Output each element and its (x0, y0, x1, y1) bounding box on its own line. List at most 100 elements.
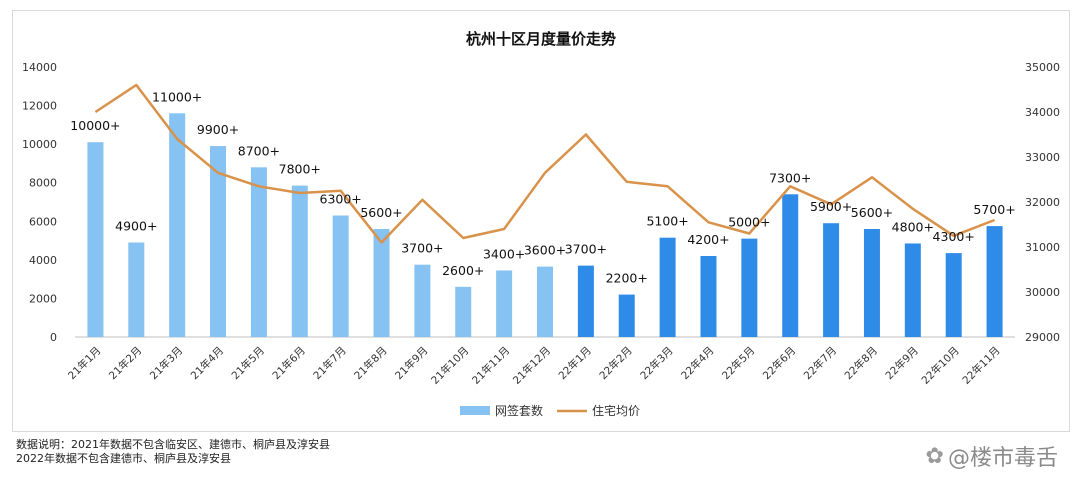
x-tick-labels: 21年1月 21年2月 21年3月 21年4月 21年5月 21年6月 21年7月 21年8月… (65, 344, 1002, 387)
right-tick-label: 29000 (1025, 331, 1060, 344)
left-tick-label: 6000 (29, 215, 57, 228)
bar (87, 142, 104, 337)
x-tick-label: 22年9月 (883, 344, 921, 382)
left-tick-label: 12000 (22, 100, 57, 113)
watermark: ✿ @楼市毒舌 (926, 440, 1058, 472)
x-tick-label: 22年3月 (638, 344, 676, 382)
line-series (94, 83, 996, 244)
bar-data-label: 5700+ (973, 202, 1015, 217)
x-tick-label: 22年6月 (760, 344, 798, 382)
bar-data-label: 3700+ (565, 242, 607, 257)
bar (823, 223, 840, 337)
bar-data-label: 5100+ (646, 214, 688, 229)
right-tick-label: 34000 (1025, 106, 1060, 119)
bar-data-label: 2600+ (442, 263, 484, 278)
x-tick-label: 22年1月 (556, 344, 594, 382)
chart-frame: 杭州十区月度量价走势 0 2000 4000 6000 8000 10000 12000 14… (12, 10, 1070, 432)
bar-data-label: 5600+ (851, 205, 893, 220)
x-tick-label: 22年11月 (960, 344, 1003, 387)
bar-data-label: 10000+ (70, 118, 120, 133)
x-tick-label: 22年8月 (842, 344, 880, 382)
x-tick-label: 21年7月 (311, 344, 349, 382)
right-axis: 29000 30000 31000 32000 33000 34000 35000 (1025, 61, 1060, 344)
data-note-2022: 2022年数据不包含建德市、桐庐县及淳安县 (16, 452, 231, 465)
x-tick-label: 21年4月 (188, 344, 226, 382)
x-tick-label: 21年6月 (270, 344, 308, 382)
bar-data-label: 5900+ (810, 199, 852, 214)
bar-data-label: 4300+ (933, 229, 975, 244)
x-tick-label: 22年5月 (719, 344, 757, 382)
bar-data-label: 3600+ (524, 243, 566, 258)
x-tick-label: 22年10月 (919, 344, 962, 387)
bar (373, 229, 390, 337)
x-tick-label: 22年2月 (597, 344, 635, 382)
bar-data-label: 3700+ (401, 241, 443, 256)
right-tick-label: 30000 (1025, 286, 1060, 299)
bar-data-label: 2200+ (606, 271, 648, 286)
bar-data-label: 8700+ (238, 143, 280, 158)
bar-data-label: 6300+ (320, 192, 362, 207)
left-tick-label: 14000 (22, 61, 57, 74)
x-tick-label: 21年3月 (147, 344, 185, 382)
legend: 网签套数 住宅均价 (460, 403, 640, 418)
bar-data-label: 4900+ (115, 219, 157, 234)
bar-data-label: 5600+ (360, 205, 402, 220)
bar (659, 237, 676, 337)
bar-data-label: 11000+ (152, 89, 202, 104)
right-tick-label: 33000 (1025, 151, 1060, 164)
price-line (94, 83, 996, 244)
bar (455, 286, 472, 337)
paw-icon: ✿ (925, 443, 944, 469)
legend-swatch-bar (460, 406, 490, 415)
x-tick-label: 22年7月 (801, 344, 839, 382)
legend-label-line: 住宅均价 (592, 403, 640, 418)
x-tick-label: 21年12月 (510, 344, 553, 387)
data-labels: 10000+4900+11000+9900+8700+7800+6300+560… (70, 89, 1015, 285)
bar-data-label: 9900+ (197, 122, 239, 137)
bar (250, 167, 267, 337)
bar (128, 242, 145, 337)
left-axis: 0 2000 4000 6000 8000 10000 12000 14000 (22, 61, 57, 344)
legend-label-bar: 网签套数 (495, 403, 543, 418)
chart-svg: 杭州十区月度量价走势 0 2000 4000 6000 8000 10000 12000 14… (22, 30, 1060, 418)
bar (945, 253, 962, 337)
bar (496, 270, 513, 337)
bar-data-label: 7300+ (769, 170, 811, 185)
bar (904, 243, 921, 337)
bar (291, 185, 308, 337)
x-tick-label: 21年2月 (106, 344, 144, 382)
left-tick-label: 8000 (29, 177, 57, 190)
x-tick-label: 21年11月 (469, 344, 512, 387)
bar (986, 226, 1003, 337)
x-tick-label: 21年8月 (351, 344, 389, 382)
bar (537, 266, 553, 337)
bar (577, 265, 594, 337)
bar-data-label: 7800+ (279, 162, 321, 177)
x-tick-label: 21年10月 (428, 344, 471, 387)
bar-data-label: 3400+ (483, 246, 525, 261)
right-tick-label: 32000 (1025, 196, 1060, 209)
chart-title: 杭州十区月度量价走势 (466, 30, 616, 48)
left-tick-label: 0 (50, 331, 57, 344)
left-tick-label: 10000 (22, 138, 57, 151)
bar (210, 146, 227, 337)
bar-data-label: 4800+ (892, 219, 934, 234)
bar-series (87, 113, 1003, 338)
right-tick-label: 31000 (1025, 241, 1060, 254)
bar (700, 256, 717, 337)
bar (332, 215, 349, 337)
right-tick-label: 35000 (1025, 61, 1060, 74)
bar (863, 229, 880, 337)
x-tick-label: 21年1月 (65, 344, 103, 382)
bar (169, 113, 186, 338)
bar (782, 194, 799, 337)
bar-data-label: 4200+ (687, 232, 729, 247)
bar-data-label: 5000+ (728, 215, 770, 230)
x-tick-label: 22年4月 (678, 344, 716, 382)
bar (618, 294, 635, 337)
left-tick-label: 4000 (29, 254, 57, 267)
left-tick-label: 2000 (29, 292, 57, 305)
x-tick-label: 21年5月 (229, 344, 267, 382)
bar (414, 264, 431, 337)
watermark-text: @楼市毒舌 (947, 446, 1058, 471)
